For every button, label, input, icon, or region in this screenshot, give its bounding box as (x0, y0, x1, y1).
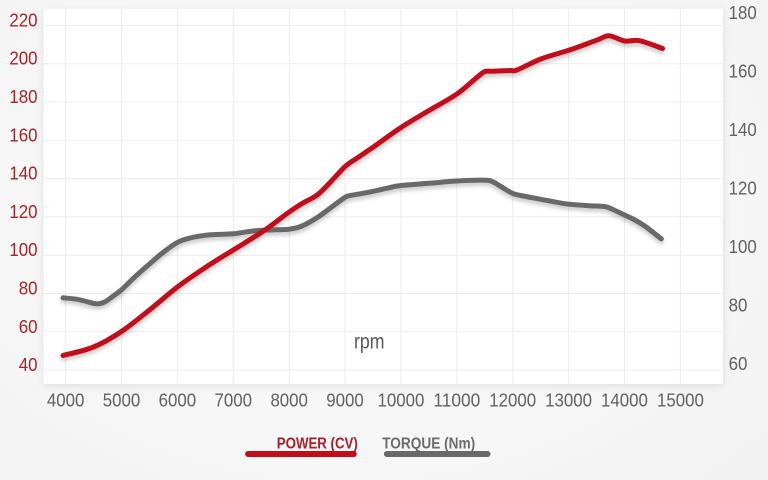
svg-text:7000: 7000 (215, 391, 253, 411)
svg-text:60: 60 (19, 317, 38, 337)
svg-text:80: 80 (19, 279, 38, 299)
svg-text:100: 100 (729, 237, 757, 257)
svg-text:60: 60 (729, 354, 748, 374)
svg-text:12000: 12000 (489, 391, 536, 411)
svg-text:14000: 14000 (601, 391, 648, 411)
svg-text:4000: 4000 (47, 391, 85, 411)
svg-text:180: 180 (9, 87, 37, 107)
svg-text:160: 160 (729, 61, 757, 81)
svg-text:10000: 10000 (377, 391, 424, 411)
svg-text:120: 120 (9, 202, 37, 222)
svg-text:POWER (CV): POWER (CV) (277, 435, 358, 452)
svg-text:13000: 13000 (545, 391, 592, 411)
svg-text:15000: 15000 (657, 391, 704, 411)
svg-text:140: 140 (9, 164, 37, 184)
svg-text:100: 100 (9, 240, 37, 260)
svg-text:6000: 6000 (159, 391, 197, 411)
svg-text:200: 200 (9, 49, 37, 69)
svg-text:160: 160 (9, 125, 37, 145)
svg-text:140: 140 (729, 120, 757, 140)
svg-text:9000: 9000 (326, 391, 364, 411)
svg-text:120: 120 (729, 179, 757, 199)
svg-text:TORQUE (Nm): TORQUE (Nm) (382, 435, 475, 452)
svg-text:rpm: rpm (354, 331, 385, 354)
svg-text:40: 40 (19, 355, 38, 375)
svg-text:220: 220 (9, 10, 37, 30)
svg-text:180: 180 (729, 3, 757, 23)
svg-text:8000: 8000 (270, 391, 308, 411)
svg-text:80: 80 (729, 296, 748, 316)
svg-text:11000: 11000 (433, 391, 480, 411)
svg-text:5000: 5000 (103, 391, 141, 411)
